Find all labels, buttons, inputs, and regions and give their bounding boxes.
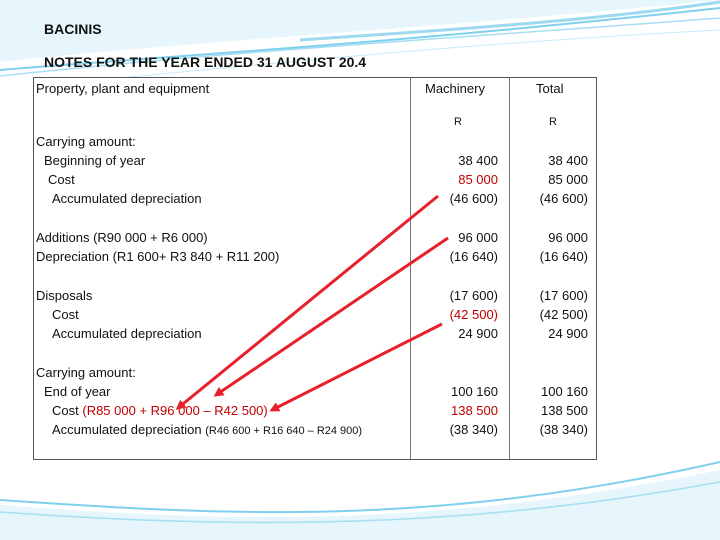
- machinery-beginning: 38 400: [458, 153, 498, 168]
- opening-accum-label: Accumulated depreciation: [52, 191, 202, 206]
- total-opening-cost: 85 000: [548, 172, 588, 187]
- notes-subtitle: NOTES FOR THE YEAR ENDED 31 AUGUST 20.4: [44, 54, 367, 70]
- machinery-disposals-carrying: 24 900: [458, 326, 498, 341]
- total-closing-accum: (38 340): [539, 422, 588, 437]
- total-depreciation: (16 640): [539, 249, 588, 264]
- total-end: 100 160: [541, 384, 588, 399]
- end-of-year-label: End of year: [44, 384, 111, 399]
- currency-total: R: [549, 116, 557, 128]
- disposals-accum-label: Accumulated depreciation: [52, 326, 202, 341]
- closing-accum-calc: (R46 600 + R16 640 – R24 900): [205, 425, 363, 437]
- beginning-of-year-label: Beginning of year: [44, 153, 146, 168]
- col-header-machinery: Machinery: [425, 81, 485, 96]
- col-header-total: Total: [536, 81, 564, 96]
- column-divider-right: [509, 78, 510, 459]
- closing-carrying-label: Carrying amount:: [36, 365, 136, 380]
- total-closing-cost: 138 500: [541, 403, 588, 418]
- machinery-depreciation: (16 640): [449, 249, 498, 264]
- total-disposals-carrying: 24 900: [548, 326, 588, 341]
- opening-cost-label: Cost: [48, 172, 75, 187]
- total-beginning: 38 400: [548, 153, 588, 168]
- company-title: BACINIS: [44, 21, 102, 37]
- column-divider-left: [410, 78, 411, 459]
- closing-accum-line: Accumulated depreciation (R46 600 + R16 …: [52, 420, 362, 441]
- total-additions: 96 000: [548, 230, 588, 245]
- ppe-note-table: Property, plant and equipment Machinery …: [33, 77, 597, 460]
- closing-cost-label: Cost: [52, 403, 79, 418]
- total-disposals-cost: (17 600): [539, 288, 588, 303]
- closing-cost-calc: (R85 000 + R96 000 – R42 500): [82, 403, 268, 418]
- total-disposals-accum: (42 500): [539, 307, 588, 322]
- additions-label: Additions (R90 000 + R6 000): [36, 230, 208, 245]
- opening-carrying-label: Carrying amount:: [36, 134, 136, 149]
- machinery-opening-cost: 85 000: [458, 172, 498, 187]
- disposals-cost-label: Cost: [52, 307, 79, 322]
- disposals-label: Disposals: [36, 288, 93, 303]
- machinery-closing-accum: (38 340): [449, 422, 498, 437]
- machinery-disposals-accum: (42 500): [449, 307, 498, 322]
- machinery-additions: 96 000: [458, 230, 498, 245]
- currency-machinery: R: [454, 116, 462, 128]
- table-heading: Property, plant and equipment: [36, 81, 210, 96]
- machinery-end: 100 160: [451, 384, 498, 399]
- total-opening-accum: (46 600): [539, 191, 588, 206]
- machinery-closing-cost: 138 500: [451, 403, 498, 418]
- machinery-disposals-cost: (17 600): [449, 288, 498, 303]
- closing-accum-label: Accumulated depreciation: [52, 422, 202, 437]
- depreciation-label: Depreciation (R1 600+ R3 840 + R11 200): [36, 249, 280, 264]
- machinery-opening-accum: (46 600): [449, 191, 498, 206]
- closing-cost-line: Cost (R85 000 + R96 000 – R42 500): [52, 401, 268, 420]
